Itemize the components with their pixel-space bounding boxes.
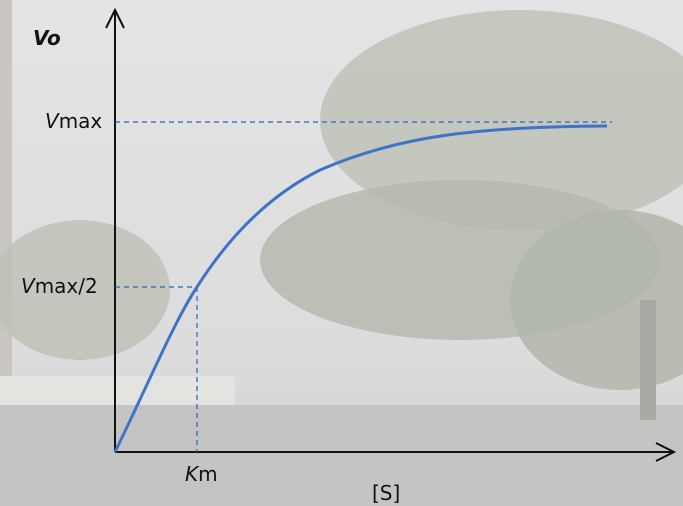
- background-photo: [0, 0, 683, 506]
- y-axis-label: Vo: [33, 26, 61, 50]
- label-part: m: [198, 462, 217, 486]
- label-part: o: [47, 26, 61, 50]
- label-part: max/2: [35, 274, 98, 298]
- km-label: Km: [185, 462, 218, 486]
- diagram: Vo Vmax Vmax/2 Km [S]: [0, 0, 683, 506]
- page: {"y_axis_label": {"italic": "V", "rest":…: [0, 0, 683, 506]
- vmax-label: Vmax: [45, 109, 102, 133]
- x-axis-label: [S]: [372, 481, 400, 505]
- half-vmax-label: Vmax/2: [21, 274, 98, 298]
- label-part: max: [59, 109, 103, 133]
